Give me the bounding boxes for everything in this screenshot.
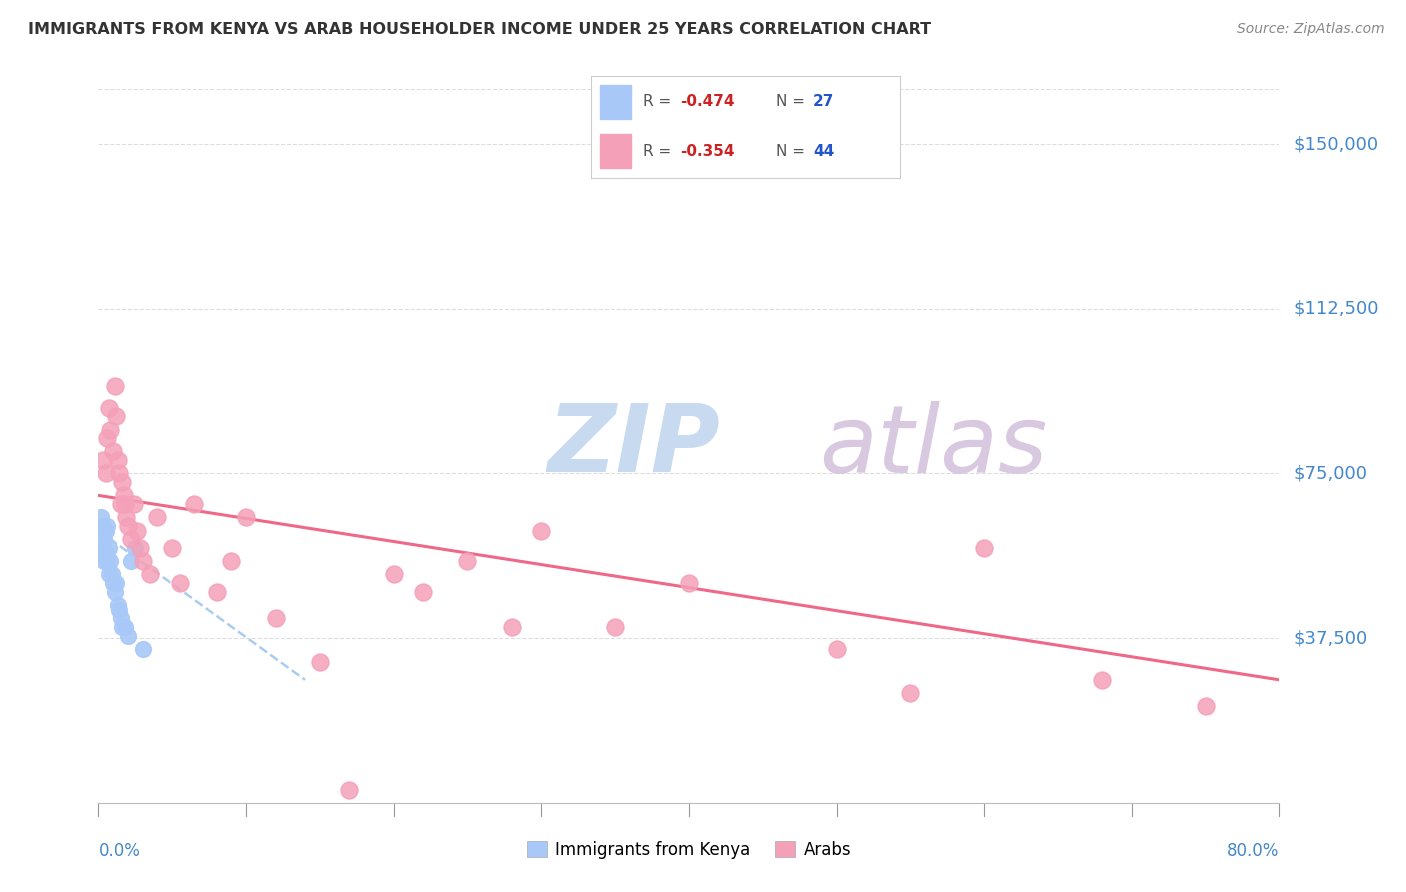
Text: 80.0%: 80.0% xyxy=(1227,842,1279,860)
Point xyxy=(1195,699,1218,714)
Point xyxy=(115,510,138,524)
Point xyxy=(108,467,131,481)
Point xyxy=(456,554,478,568)
Point xyxy=(139,567,162,582)
Point xyxy=(90,524,112,538)
Point xyxy=(530,524,553,538)
Point xyxy=(183,497,205,511)
Point xyxy=(104,378,127,392)
Text: $112,500: $112,500 xyxy=(1294,300,1379,318)
Point xyxy=(337,782,360,797)
Point xyxy=(125,524,148,538)
Point xyxy=(132,642,155,657)
Point xyxy=(97,541,120,555)
Text: 44: 44 xyxy=(813,144,835,159)
Point xyxy=(103,444,125,458)
Point xyxy=(169,576,191,591)
Point xyxy=(96,519,118,533)
Point xyxy=(105,409,128,424)
Point xyxy=(91,519,114,533)
Point xyxy=(309,655,332,669)
Point xyxy=(98,554,121,568)
Point xyxy=(111,475,134,490)
Point xyxy=(97,401,120,415)
Text: Source: ZipAtlas.com: Source: ZipAtlas.com xyxy=(1237,22,1385,37)
Point xyxy=(114,497,136,511)
Point xyxy=(91,541,114,555)
Point xyxy=(501,620,523,634)
Point xyxy=(1091,673,1114,687)
Text: N =: N = xyxy=(776,95,810,110)
Point xyxy=(973,541,995,555)
Point xyxy=(264,611,287,625)
Legend: Immigrants from Kenya, Arabs: Immigrants from Kenya, Arabs xyxy=(520,835,858,866)
Point xyxy=(412,585,434,599)
Point xyxy=(90,510,112,524)
Point xyxy=(94,545,117,559)
Point xyxy=(108,602,131,616)
Text: $75,000: $75,000 xyxy=(1294,465,1368,483)
Point xyxy=(132,554,155,568)
Point xyxy=(219,554,242,568)
Point xyxy=(103,576,125,591)
Point xyxy=(104,585,127,599)
Point xyxy=(120,554,142,568)
Point xyxy=(205,585,228,599)
Point xyxy=(112,488,135,502)
Point xyxy=(162,541,183,555)
Point xyxy=(94,467,117,481)
Point xyxy=(100,567,122,582)
Point xyxy=(117,629,139,643)
Point xyxy=(146,510,169,524)
Point xyxy=(235,510,257,524)
Point xyxy=(89,545,111,559)
Bar xyxy=(600,135,631,168)
Text: ZIP: ZIP xyxy=(547,400,720,492)
Point xyxy=(93,554,115,568)
Y-axis label: Householder Income Under 25 years: Householder Income Under 25 years xyxy=(0,306,7,586)
Point xyxy=(120,533,142,547)
Text: R =: R = xyxy=(643,144,676,159)
Text: $150,000: $150,000 xyxy=(1294,135,1379,153)
Point xyxy=(98,423,121,437)
Point xyxy=(110,611,132,625)
Point xyxy=(105,576,128,591)
Point xyxy=(825,642,848,657)
Text: R =: R = xyxy=(643,95,676,110)
Text: -0.474: -0.474 xyxy=(681,95,735,110)
Text: IMMIGRANTS FROM KENYA VS ARAB HOUSEHOLDER INCOME UNDER 25 YEARS CORRELATION CHAR: IMMIGRANTS FROM KENYA VS ARAB HOUSEHOLDE… xyxy=(28,22,931,37)
Point xyxy=(110,497,132,511)
Point xyxy=(117,519,139,533)
Text: $37,500: $37,500 xyxy=(1294,629,1368,647)
Point xyxy=(91,453,114,467)
Point xyxy=(107,598,129,612)
Text: atlas: atlas xyxy=(818,401,1047,491)
Point xyxy=(124,541,146,555)
Point xyxy=(128,541,150,555)
Point xyxy=(678,576,700,591)
Point xyxy=(382,567,405,582)
Text: 0.0%: 0.0% xyxy=(98,842,141,860)
Text: 27: 27 xyxy=(813,95,835,110)
Text: -0.354: -0.354 xyxy=(681,144,735,159)
Point xyxy=(96,554,118,568)
Point xyxy=(94,524,117,538)
Point xyxy=(122,497,145,511)
Point xyxy=(93,533,115,547)
Point xyxy=(97,567,120,582)
Point xyxy=(900,686,922,700)
Point xyxy=(605,620,627,634)
Bar xyxy=(600,85,631,119)
Text: N =: N = xyxy=(776,144,810,159)
Point xyxy=(96,431,118,445)
Point xyxy=(111,620,134,634)
Point xyxy=(114,620,136,634)
Point xyxy=(107,453,129,467)
